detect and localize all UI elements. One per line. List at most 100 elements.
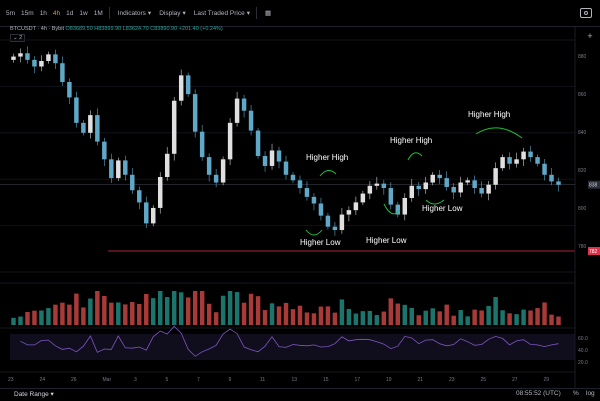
volume-bar <box>332 312 338 325</box>
candle-body <box>542 163 547 175</box>
time-tick: 23 <box>8 377 14 383</box>
candle-body <box>360 193 366 203</box>
candle-body <box>109 159 114 179</box>
candle-body <box>507 157 512 164</box>
price-tick: 840 <box>578 130 587 136</box>
candle-body <box>67 81 72 98</box>
time-tick: 3 <box>134 377 137 383</box>
timeframe-4h[interactable]: 4h <box>52 9 61 17</box>
candle-body <box>465 180 470 183</box>
volume-bar <box>507 313 512 325</box>
volume-bar <box>53 304 58 325</box>
time-tick: 26 <box>71 377 77 383</box>
display-button[interactable]: Display ▾ <box>159 9 186 18</box>
candle-body <box>318 203 324 216</box>
volume-bar <box>130 302 135 325</box>
close-value: C83890.90 <box>150 26 178 32</box>
support-price-badge <box>588 247 600 255</box>
volume-bar <box>521 309 526 325</box>
volume-bar <box>395 303 401 325</box>
candle-body <box>374 183 380 186</box>
volume-bar <box>458 310 463 325</box>
candle-body <box>458 182 463 193</box>
annotation-curve <box>305 229 323 236</box>
annotation-curve <box>319 170 337 177</box>
rsi-tick: 60.0 <box>578 336 588 342</box>
timeframe-5m[interactable]: 5m <box>6 9 16 17</box>
timeframe-1d[interactable]: 1d <box>66 9 74 17</box>
volume-bar <box>437 311 442 325</box>
volume-bar <box>157 291 163 325</box>
candle-body <box>206 157 212 175</box>
candle-body <box>346 210 352 215</box>
volume-bar <box>276 306 282 325</box>
volume-bar <box>416 315 421 325</box>
candle-body <box>241 98 247 111</box>
annotation-label: Higher High <box>390 136 432 145</box>
candle-body <box>339 214 345 231</box>
plus-icon[interactable]: + <box>587 31 593 41</box>
volume-bar <box>185 297 191 325</box>
candle-body <box>74 97 79 123</box>
volume-bar <box>402 304 408 325</box>
chevron-down-icon: ▾ <box>182 10 186 17</box>
candle-body <box>521 151 526 160</box>
volume-bar <box>430 308 435 325</box>
timeframe-1M[interactable]: 1M <box>93 9 103 17</box>
volume-bar <box>297 305 303 325</box>
camera-icon[interactable] <box>580 8 592 18</box>
log-scale-toggle[interactable]: log <box>586 390 595 397</box>
annotation-curve <box>383 203 401 215</box>
bottom-bar: Date Range ▾ 08:55:52 (UTC) % log <box>0 388 600 401</box>
candle-body <box>81 122 86 133</box>
volume-bar <box>381 311 387 325</box>
volume-bar <box>25 312 30 325</box>
candle-body <box>423 182 428 190</box>
volume-bar <box>227 291 233 325</box>
candle-body <box>255 130 261 156</box>
candle-body <box>123 160 128 175</box>
volume-bar <box>262 310 268 325</box>
indicators-button[interactable]: Indicators ▾ <box>118 9 151 18</box>
timeframe-1w[interactable]: 1w <box>79 9 88 17</box>
candle-body <box>437 174 442 179</box>
volume-bar <box>409 307 415 325</box>
percent-scale-toggle[interactable]: % <box>573 390 579 397</box>
annotation-label: Higher High <box>468 110 510 119</box>
utc-clock: 08:55:52 (UTC) <box>516 390 561 397</box>
candle-body <box>395 204 401 215</box>
volume-bar <box>556 316 561 325</box>
candle-body <box>32 59 37 67</box>
candle-body <box>269 150 275 166</box>
volume-bar <box>102 295 107 325</box>
current-price-badge <box>588 180 600 189</box>
candle-body <box>402 197 408 215</box>
timeframe-1h[interactable]: 1h <box>39 9 47 17</box>
candle-body <box>472 180 477 189</box>
time-tick: 24 <box>40 377 46 383</box>
volume-bar <box>248 293 254 325</box>
volume-bar <box>151 298 156 325</box>
candle-body <box>486 184 491 194</box>
timeframe-15m[interactable]: 15m <box>21 9 34 17</box>
volume-bar <box>192 291 198 325</box>
layout-grid-button[interactable]: ▦ <box>265 9 271 17</box>
price-tick: 880 <box>578 54 587 60</box>
date-range-button[interactable]: Date Range ▾ <box>14 390 54 398</box>
time-tick: 17 <box>355 377 361 383</box>
volume-bar <box>255 296 261 325</box>
collapse-indicators-toggle[interactable]: ⌄ 2 <box>10 34 26 42</box>
volume-bar <box>339 299 345 325</box>
time-tick: 23 <box>449 377 455 383</box>
rsi-line <box>20 325 559 357</box>
volume-bar <box>318 306 324 325</box>
candle-body <box>151 207 156 224</box>
volume-bar <box>241 302 247 325</box>
volume-bar <box>39 310 44 325</box>
price-mode-button[interactable]: Last Traded Price ▾ <box>194 9 250 18</box>
current-price-label: 838 <box>589 183 598 189</box>
candle-body <box>556 181 561 185</box>
time-tick: 19 <box>386 377 392 383</box>
candle-body <box>451 186 456 193</box>
